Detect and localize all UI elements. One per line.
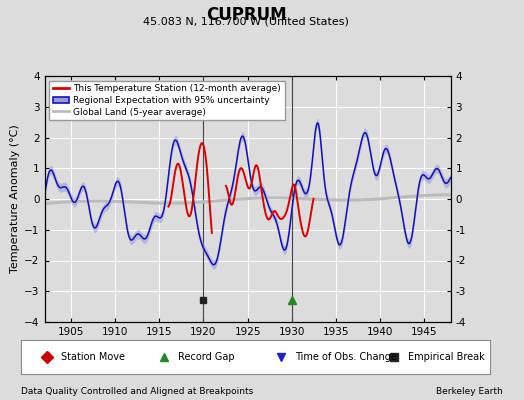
Text: Berkeley Earth: Berkeley Earth <box>436 387 503 396</box>
Y-axis label: Temperature Anomaly (°C): Temperature Anomaly (°C) <box>10 125 20 273</box>
Text: 45.083 N, 116.700 W (United States): 45.083 N, 116.700 W (United States) <box>144 17 349 27</box>
Text: Record Gap: Record Gap <box>178 352 235 362</box>
Text: Station Move: Station Move <box>61 352 125 362</box>
Legend: This Temperature Station (12-month average), Regional Expectation with 95% uncer: This Temperature Station (12-month avera… <box>49 80 285 120</box>
Text: Time of Obs. Change: Time of Obs. Change <box>296 352 397 362</box>
Text: CUPRUM: CUPRUM <box>206 6 287 24</box>
Text: Empirical Break: Empirical Break <box>408 352 485 362</box>
Text: Data Quality Controlled and Aligned at Breakpoints: Data Quality Controlled and Aligned at B… <box>21 387 253 396</box>
